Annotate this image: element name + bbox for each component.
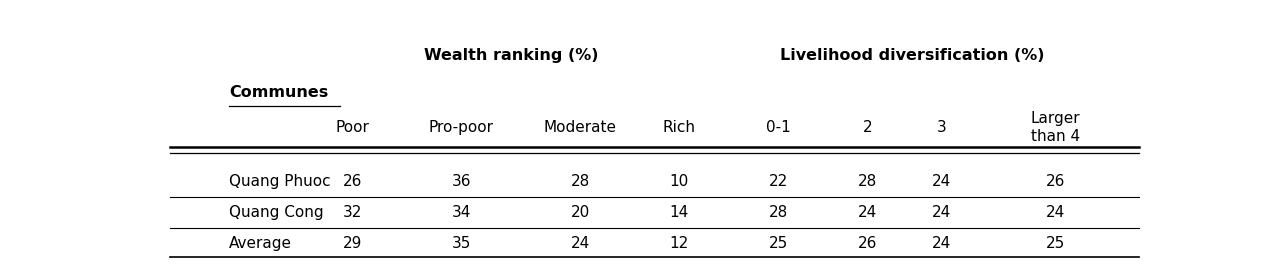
- Text: 24: 24: [932, 174, 951, 189]
- Text: 26: 26: [344, 174, 363, 189]
- Text: Quang Phuoc: Quang Phuoc: [229, 174, 331, 189]
- Text: 2: 2: [862, 120, 872, 135]
- Text: 24: 24: [932, 205, 951, 220]
- Text: 28: 28: [858, 174, 877, 189]
- Text: 24: 24: [571, 236, 590, 251]
- Text: 35: 35: [452, 236, 471, 251]
- Text: Larger
than 4: Larger than 4: [1031, 112, 1080, 144]
- Text: 36: 36: [452, 174, 471, 189]
- Text: Poor: Poor: [336, 120, 369, 135]
- Text: 12: 12: [669, 236, 688, 251]
- Text: Livelihood diversification (%): Livelihood diversification (%): [779, 48, 1045, 63]
- Text: 0-1: 0-1: [766, 120, 790, 135]
- Text: 29: 29: [344, 236, 363, 251]
- Text: Pro-poor: Pro-poor: [429, 120, 494, 135]
- Text: Rich: Rich: [663, 120, 696, 135]
- Text: 25: 25: [1046, 236, 1065, 251]
- Text: Communes: Communes: [229, 85, 328, 100]
- Text: Wealth ranking (%): Wealth ranking (%): [424, 48, 598, 63]
- Text: 34: 34: [452, 205, 471, 220]
- Text: 10: 10: [669, 174, 688, 189]
- Text: Average: Average: [229, 236, 292, 251]
- Text: 22: 22: [769, 174, 788, 189]
- Text: 20: 20: [571, 205, 590, 220]
- Text: 32: 32: [344, 205, 363, 220]
- Text: 28: 28: [571, 174, 590, 189]
- Text: 28: 28: [769, 205, 788, 220]
- Text: 24: 24: [858, 205, 877, 220]
- Text: 24: 24: [932, 236, 951, 251]
- Text: 24: 24: [1046, 205, 1065, 220]
- Text: 25: 25: [769, 236, 788, 251]
- Text: Quang Cong: Quang Cong: [229, 205, 323, 220]
- Text: 3: 3: [936, 120, 946, 135]
- Text: 14: 14: [669, 205, 688, 220]
- Text: Moderate: Moderate: [544, 120, 617, 135]
- Text: 26: 26: [1046, 174, 1065, 189]
- Text: 26: 26: [858, 236, 877, 251]
